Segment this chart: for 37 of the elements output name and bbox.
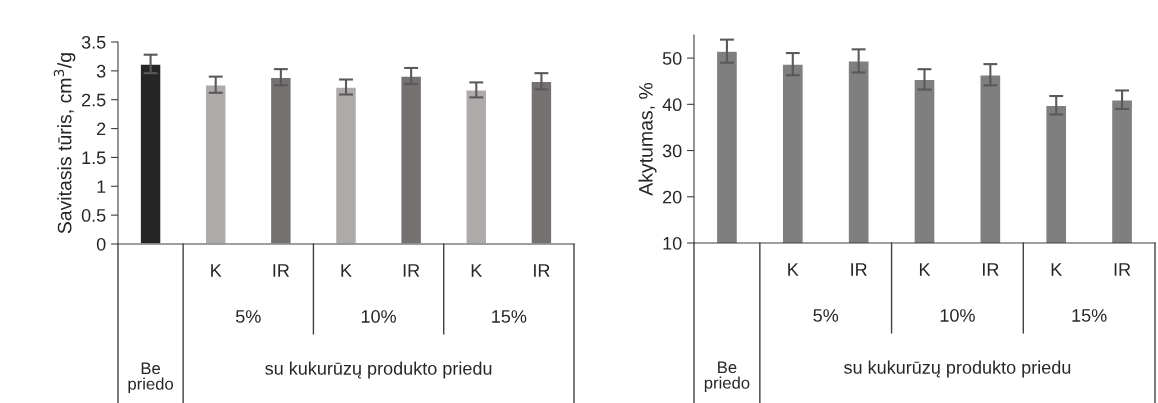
text: 10% <box>361 310 396 323</box>
y-tick-label: 10 <box>663 236 682 250</box>
y-tick-label: 3 <box>96 64 106 78</box>
x-tick-label: K <box>919 263 931 276</box>
y-tick-label: 20 <box>663 190 682 204</box>
y-tick-label: 0.5 <box>81 209 106 222</box>
y-tick-label: 30 <box>662 144 682 158</box>
y-tick-label: 50 <box>662 52 682 65</box>
text: Be priedo <box>128 362 174 394</box>
x-tick-label: K <box>341 264 352 277</box>
text: 10% <box>940 309 975 322</box>
y-tick-label: 2 <box>97 122 106 136</box>
text: 15% <box>1072 309 1107 322</box>
x-tick-label: IR <box>1114 263 1131 276</box>
text: su kukurūzų produkto priedu <box>265 361 492 379</box>
text: su kukurūzų produkto priedu <box>844 360 1071 378</box>
x-tick-label: K <box>471 264 483 277</box>
y-tick-label: 3.5 <box>81 35 106 49</box>
text: 15% <box>492 310 527 323</box>
x-tick-label: K <box>1051 263 1063 276</box>
text: 5% <box>235 310 261 323</box>
y-tick-label: 0 <box>96 237 106 251</box>
x-tick-label: IR <box>403 264 420 277</box>
y-tick-label: 40 <box>662 98 682 112</box>
x-tick-label: K <box>211 264 222 277</box>
x-tick-label: IR <box>534 264 550 277</box>
y-axis-title: Savitasis tūris, cm$^{3}$/g <box>53 53 76 234</box>
y-tick-label: 1 <box>97 180 106 193</box>
text: Be priedo <box>704 361 750 393</box>
x-tick-label: K <box>788 263 799 276</box>
y-axis-title: Akytumas, % <box>638 82 657 196</box>
y-tick-label: 1.5 <box>82 151 106 165</box>
x-tick-label: IR <box>273 264 290 277</box>
x-tick-label: IR <box>983 263 999 276</box>
y-tick-label: 2.5 <box>82 93 106 107</box>
text: 5% <box>813 309 839 322</box>
x-tick-label: IR <box>851 263 867 276</box>
